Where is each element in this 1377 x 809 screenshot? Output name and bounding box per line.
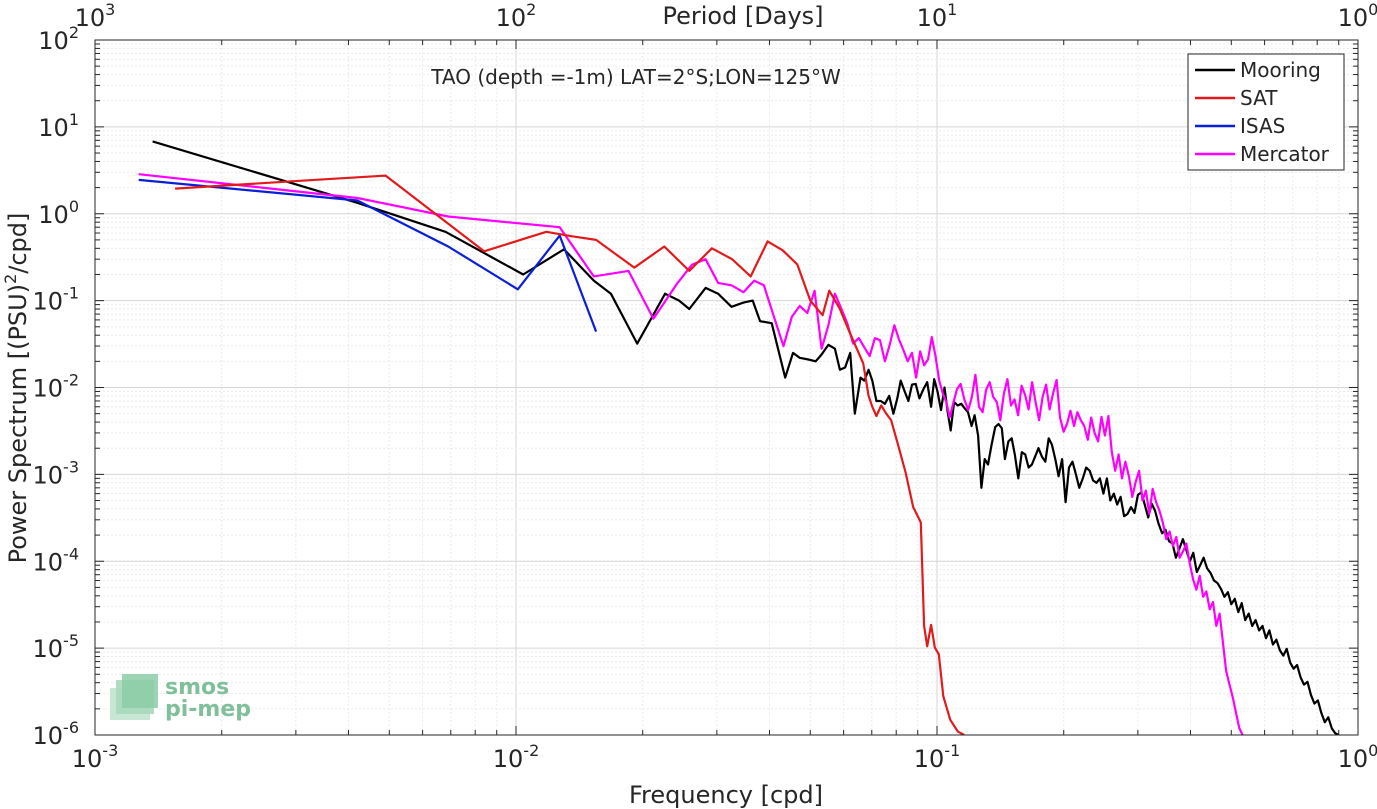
- series-line-isas: [138, 178, 598, 332]
- y-tick-label: 10-1: [33, 284, 80, 316]
- top-tick-label: 103: [75, 0, 116, 32]
- legend-label-mercator: Mercator: [1240, 142, 1330, 166]
- y-axis-label-tail: /cpd]: [4, 213, 32, 274]
- y-axis-label-superscript: 2: [1, 274, 20, 284]
- series-line-sat: [175, 174, 965, 735]
- y-tick-label: 10-6: [33, 718, 80, 750]
- y-tick-label: 100: [38, 197, 79, 229]
- series-layer: [138, 140, 1340, 735]
- y-tick-label: 10-5: [33, 631, 80, 663]
- legend: Mooring SAT ISAS Mercator: [1187, 53, 1345, 171]
- top-tick-label: 101: [917, 0, 958, 32]
- grid: [94, 40, 1358, 736]
- y-tick-label: 10-2: [33, 371, 80, 403]
- logo-text-line1: smos: [165, 675, 229, 700]
- logo-mark-icon: [110, 674, 158, 720]
- y-tick-label: 102: [38, 23, 79, 55]
- legend-label-sat: SAT: [1240, 86, 1278, 110]
- x-tick-label: 10-3: [72, 741, 119, 773]
- ticks: [94, 40, 1358, 736]
- top-tick-label: 102: [496, 0, 537, 32]
- x-tick-label: 10-1: [914, 741, 961, 773]
- series-line-mooring: [152, 140, 1340, 735]
- x-axis-label: Frequency [cpd]: [629, 781, 823, 809]
- y-tick-label: 10-4: [33, 544, 80, 576]
- x-tick-label: 10-2: [493, 741, 540, 773]
- legend-box: [1187, 53, 1345, 171]
- logo-text-line2: pi-mep: [165, 697, 251, 722]
- x-tick-label: 100: [1338, 741, 1377, 773]
- y-axis-label-main: Power Spectrum [(PSU): [4, 284, 32, 563]
- y-tick-label: 101: [38, 110, 79, 142]
- series-line-mercator: [138, 173, 1244, 735]
- y-axis-label: Power Spectrum [(PSU)2/cpd]: [1, 213, 32, 564]
- top-tick-label: 100: [1338, 0, 1377, 32]
- legend-label-mooring: Mooring: [1240, 58, 1321, 82]
- smos-pi-mep-logo: smos pi-mep: [110, 674, 251, 722]
- y-tick-label: 10-3: [33, 457, 80, 489]
- top-axis-label: Period [Days]: [662, 2, 823, 30]
- chart-title: TAO (depth =-1m) LAT=2°S;LON=125°W: [430, 65, 841, 89]
- legend-label-isas: ISAS: [1240, 114, 1285, 138]
